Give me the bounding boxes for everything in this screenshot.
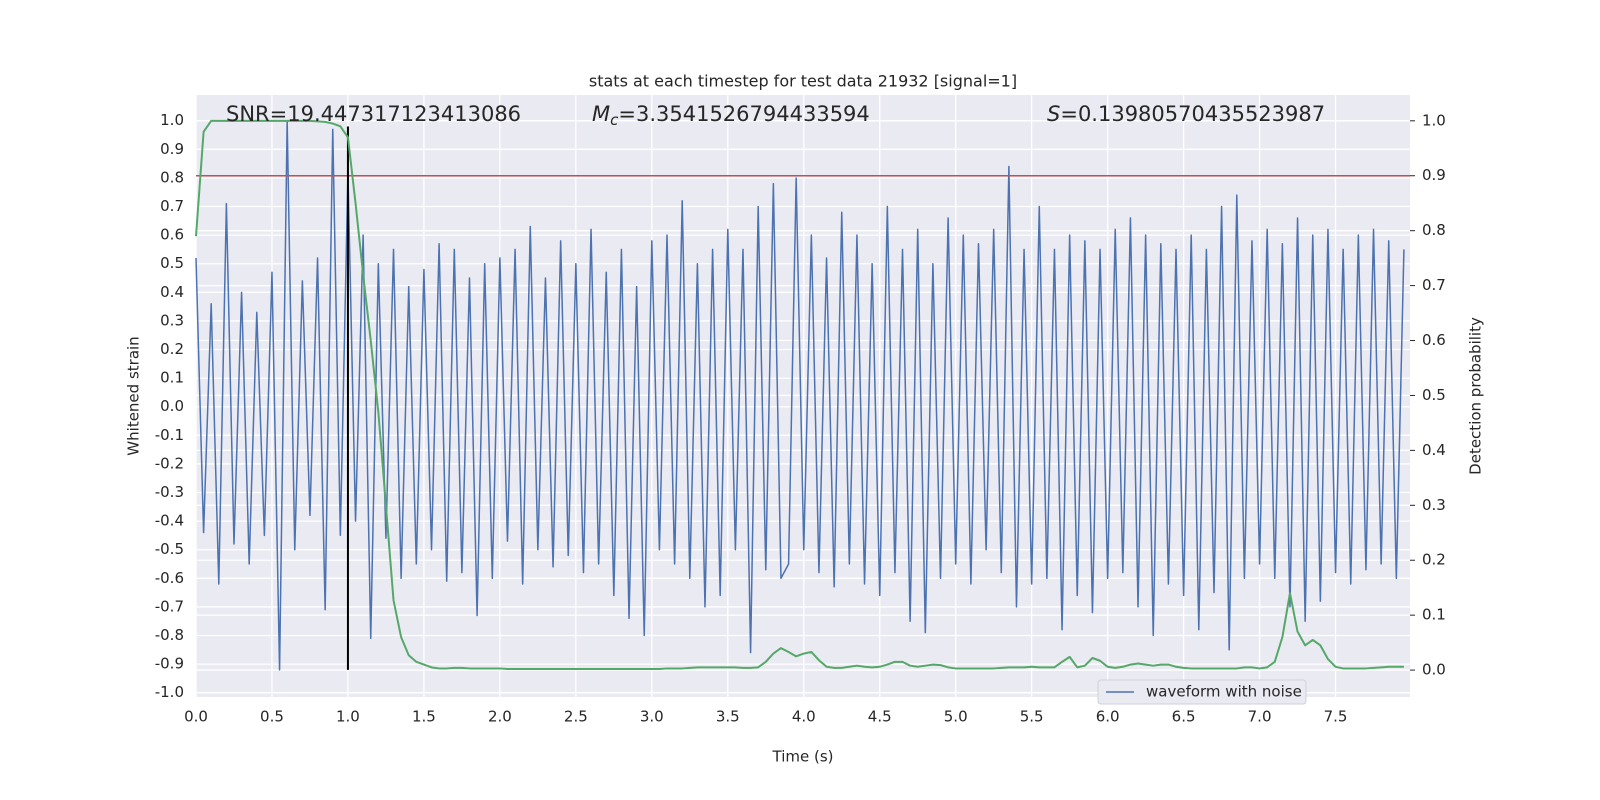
- y-tick-label: -0.3: [155, 483, 184, 501]
- annotation-text: =0.13980570435523987: [1060, 102, 1325, 126]
- x-tick-label: 0.5: [260, 708, 284, 726]
- y-tick-label: 0.5: [160, 254, 184, 272]
- y-tick-label: -0.6: [155, 569, 184, 587]
- legend-label: waveform with noise: [1146, 683, 1302, 701]
- annotation-text: SNR=19.447317123413086: [226, 102, 521, 126]
- y2-tick-label: 0.6: [1422, 331, 1446, 349]
- x-tick-label: 7.0: [1248, 708, 1272, 726]
- annotation-text: =3.3541526794433594: [618, 102, 869, 126]
- y-tick-label: -0.4: [155, 512, 184, 530]
- y2-tick-label: 0.2: [1422, 551, 1446, 569]
- y-tick-label: -0.5: [155, 540, 184, 558]
- y-tick-label: -0.9: [155, 655, 184, 673]
- y-tick-label: 0.6: [160, 226, 184, 244]
- x-tick-label: 6.0: [1096, 708, 1120, 726]
- y2-tick-label: 0.1: [1422, 606, 1446, 624]
- y2-tick-label: 0.0: [1422, 661, 1446, 679]
- x-tick-label: 1.5: [412, 708, 436, 726]
- y-tick-label: -0.7: [155, 597, 184, 615]
- y2-tick-label: 0.4: [1422, 441, 1446, 459]
- annotation-symbol: S: [1047, 102, 1060, 126]
- x-tick-label: 3.0: [640, 708, 664, 726]
- x-tick-label: 4.0: [792, 708, 816, 726]
- y-tick-label: 0.0: [160, 397, 184, 415]
- annotation: Mc=3.3541526794433594: [592, 102, 870, 129]
- legend: waveform with noise: [1097, 679, 1307, 705]
- x-tick-label: 6.5: [1172, 708, 1196, 726]
- x-tick-label: 5.0: [944, 708, 968, 726]
- y-tick-label: 0.4: [160, 283, 184, 301]
- probability-line: [195, 119, 1404, 670]
- waveform-line: [195, 119, 1405, 671]
- y-tick-label: 0.8: [160, 168, 184, 186]
- y-axis-label: Whitened strain: [125, 336, 143, 455]
- y-tick-label: -0.2: [155, 454, 184, 472]
- y-tick-label: 0.1: [160, 369, 184, 387]
- x-tick-label: 0.0: [184, 708, 208, 726]
- y-tick-label: 0.3: [160, 311, 184, 329]
- y-tick-label: 0.2: [160, 340, 184, 358]
- x-tick-label: 7.5: [1324, 708, 1348, 726]
- y-tick-label: -1.0: [155, 683, 184, 701]
- annotation-subscript: c: [610, 111, 619, 129]
- annotation-symbol: M: [592, 102, 610, 126]
- annotation: SNR=19.447317123413086: [226, 102, 521, 126]
- y2-tick-label: 1.0: [1422, 111, 1446, 129]
- y2-tick-label: 0.5: [1422, 386, 1446, 404]
- x-tick-label: 3.5: [716, 708, 740, 726]
- chart-title: stats at each timestep for test data 219…: [589, 72, 1017, 91]
- y2-tick-label: 0.3: [1422, 496, 1446, 514]
- x-tick-label: 1.0: [336, 708, 360, 726]
- x-axis-label: Time (s): [772, 748, 834, 766]
- x-tick-label: 4.5: [868, 708, 892, 726]
- y2-tick-label: 0.9: [1422, 166, 1446, 184]
- annotation: S=0.13980570435523987: [1047, 102, 1325, 126]
- x-tick-label: 2.0: [488, 708, 512, 726]
- legend-box: [1097, 679, 1307, 705]
- x-tick-label: 5.5: [1020, 708, 1044, 726]
- x-tick-label: 2.5: [564, 708, 588, 726]
- y-tick-label: 0.7: [160, 197, 184, 215]
- y2-tick-label: 0.8: [1422, 221, 1446, 239]
- y-tick-label: 0.9: [160, 140, 184, 158]
- y2-axis-label: Detection probability: [1467, 317, 1485, 475]
- y-tick-label: 1.0: [160, 111, 184, 129]
- y-tick-label: -0.8: [155, 626, 184, 644]
- y-tick-label: -0.1: [155, 426, 184, 444]
- y2-tick-label: 0.7: [1422, 276, 1446, 294]
